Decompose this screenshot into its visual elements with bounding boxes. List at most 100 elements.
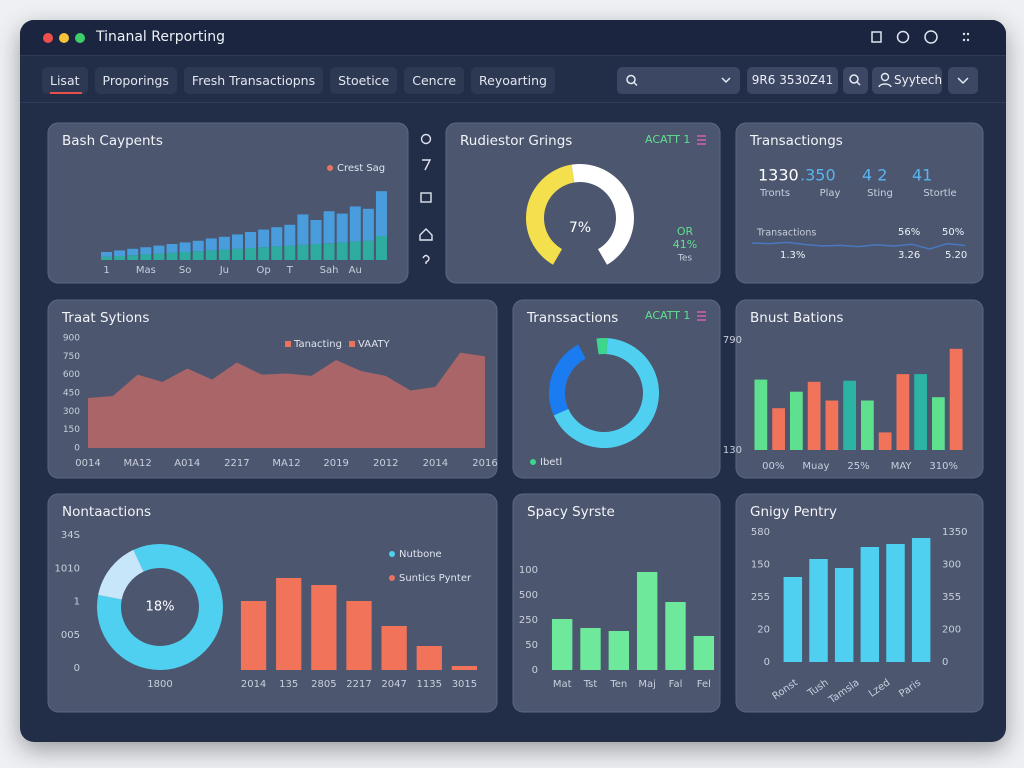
home-icon[interactable] — [419, 228, 433, 241]
icon[interactable] — [422, 159, 432, 171]
x-tick-label: 2012 — [373, 458, 398, 469]
bar — [834, 568, 854, 662]
bar — [809, 559, 828, 662]
bar-segment — [323, 243, 335, 260]
bar-segment — [284, 224, 296, 246]
panel — [512, 299, 721, 479]
legend-label: Crest Sag — [337, 163, 385, 174]
x-tick-label: A014 — [174, 458, 200, 469]
bar — [914, 374, 928, 450]
legend-label: Suntics Pynter — [399, 573, 472, 584]
x-tick-label: Maj — [638, 679, 656, 690]
icon[interactable] — [896, 30, 910, 44]
bar-segment — [166, 244, 178, 253]
bar — [311, 585, 337, 670]
x-tick-label: Mat — [553, 679, 572, 690]
annotation: 50% — [942, 227, 964, 238]
bar-segment — [271, 246, 283, 260]
account-field[interactable]: 9R6 3530Z41 — [747, 67, 838, 94]
sparkline — [751, 241, 966, 250]
tab[interactable]: Proporings — [94, 67, 177, 94]
ring-segment — [596, 338, 608, 355]
bar — [551, 619, 573, 670]
tab[interactable]: Cencre — [404, 67, 465, 94]
ring-segment — [98, 549, 144, 600]
axis-label: 0 — [532, 665, 538, 676]
zoom-dot[interactable] — [75, 33, 85, 43]
divider — [20, 55, 1006, 56]
tab[interactable]: Fresh Transactiopns — [183, 67, 324, 94]
bar — [754, 379, 768, 450]
title-icons — [871, 30, 970, 44]
bar-segment — [245, 232, 257, 248]
panel-title: Traat Sytions — [61, 310, 149, 326]
icon[interactable] — [924, 30, 938, 44]
y-tick-label: 450 — [63, 389, 80, 399]
tab[interactable]: Stoetice — [330, 67, 398, 94]
bar — [878, 432, 892, 450]
ring-segment — [97, 544, 224, 671]
user-icon — [878, 72, 892, 88]
panel-title: Transactiongs — [749, 133, 843, 149]
icon[interactable] — [871, 31, 882, 43]
bar-segment — [192, 251, 204, 260]
bar-segment — [166, 252, 178, 260]
search-box[interactable] — [617, 67, 740, 94]
bar — [949, 348, 963, 450]
x-tick-label: MAY — [891, 461, 913, 472]
panel-title: Rudiestor Grings — [460, 133, 572, 149]
x-tick-label: Fal — [669, 679, 683, 690]
x-tick-label: 2014 — [241, 679, 266, 690]
search-button[interactable] — [843, 67, 868, 94]
tab[interactable]: Lisat — [42, 67, 88, 94]
annotation: 1.3% — [780, 250, 805, 261]
box-icon[interactable] — [420, 192, 432, 203]
x-tick-label: Au — [349, 265, 362, 276]
bar — [416, 646, 442, 670]
center-label: 18% — [146, 600, 175, 615]
side-stat: OR — [677, 225, 694, 238]
menu-button[interactable] — [948, 67, 978, 94]
x-tick-label: 25% — [847, 461, 869, 472]
gear-icon[interactable] — [420, 133, 432, 145]
tab[interactable]: Reyoarting — [471, 67, 555, 94]
window-title: Tinanal Rerporting — [96, 29, 226, 45]
axis-label: 355 — [942, 592, 961, 603]
x-tick-label: Tst — [583, 679, 598, 690]
area — [88, 352, 485, 448]
close-dot[interactable] — [43, 33, 53, 43]
bar — [665, 602, 686, 670]
bar — [896, 374, 910, 450]
bar-segment — [362, 208, 374, 241]
panel-title: Bnust Bations — [750, 310, 843, 326]
panel-title: Transsactions — [526, 310, 618, 326]
x-tick-label: 310% — [929, 461, 958, 472]
center-label: 7% — [569, 220, 591, 236]
bar-segment — [114, 256, 126, 260]
ring-segment — [571, 164, 634, 265]
x-tick-label: MA12 — [124, 458, 152, 469]
bar — [825, 400, 839, 450]
more-icon[interactable] — [962, 32, 970, 42]
x-tick-label: 2217 — [224, 458, 249, 469]
axis-label: 20 — [757, 625, 770, 636]
bar-segment — [192, 240, 204, 252]
side-stat: 41% — [673, 238, 697, 251]
legend-swatch — [389, 575, 395, 581]
user-button[interactable]: Syytech — [872, 67, 942, 94]
stat-value: 4 2 — [862, 166, 887, 185]
stat-label: Tronts — [759, 188, 790, 199]
bar — [346, 601, 372, 670]
axis-label: 34S — [61, 530, 80, 541]
x-tick-label: Ju — [219, 265, 229, 276]
x-tick-label: 1 — [103, 265, 109, 276]
minimize-dot[interactable] — [59, 33, 69, 43]
bar-segment — [336, 242, 348, 260]
side-icons — [419, 133, 433, 265]
help-icon[interactable] — [422, 254, 430, 265]
divider — [20, 102, 1006, 103]
stat-label: Stortle — [923, 188, 956, 199]
x-tick-label: Mas — [136, 265, 156, 276]
x-tick-label: 0014 — [75, 458, 100, 469]
